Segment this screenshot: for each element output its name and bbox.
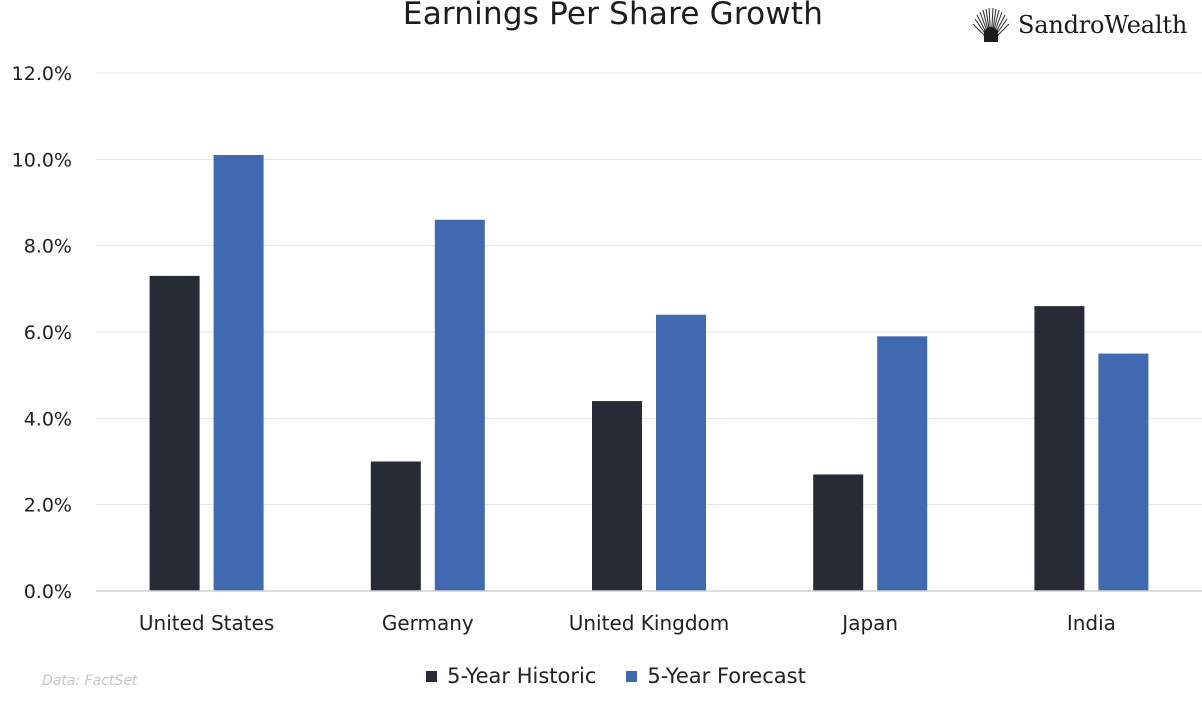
source-note: Data: FactSet	[42, 673, 138, 689]
y-tick-label: 10.0%	[12, 149, 72, 171]
y-tick-label: 12.0%	[12, 63, 72, 85]
bar-forecast: United States — 5-Year Forecast: 10.1%	[213, 155, 264, 591]
bar-forecast: Germany — 5-Year Forecast: 8.6%	[434, 219, 485, 591]
bar-forecast: United Kingdom — 5-Year Forecast: 6.4%	[656, 314, 706, 591]
bar-historic: Japan — 5-Year Historic: 2.7%	[813, 474, 864, 591]
brand-name: SandroWealth	[1018, 11, 1188, 39]
sunburst-icon	[972, 8, 1010, 42]
y-tick-label: 6.0%	[24, 322, 72, 344]
x-tick-label: United States	[139, 611, 274, 635]
chart-title: Earnings Per Share Growth	[402, 0, 824, 32]
legend-swatch-forecast	[626, 670, 638, 682]
legend-item-forecast: 5-Year Forecast	[626, 664, 806, 688]
x-tick-label: United Kingdom	[569, 611, 730, 635]
bar-historic: India — 5-Year Historic: 6.6%	[1034, 306, 1085, 591]
x-tick-label: India	[1067, 611, 1116, 635]
bar-forecast: India — 5-Year Forecast: 5.5%	[1098, 353, 1149, 591]
y-tick-label: 8.0%	[24, 236, 72, 258]
y-tick-label: 4.0%	[24, 408, 72, 430]
bar-forecast: Japan — 5-Year Forecast: 5.9%	[877, 336, 928, 591]
y-tick-label: 2.0%	[24, 495, 72, 517]
x-tick-label: Japan	[840, 611, 898, 635]
legend: 5-Year Historic 5-Year Forecast	[0, 664, 1202, 688]
legend-item-historic: 5-Year Historic	[426, 664, 596, 688]
y-tick-label: 0.0%	[24, 581, 72, 603]
brand-logo: SandroWealth	[972, 8, 1187, 42]
legend-label-forecast: 5-Year Forecast	[647, 664, 806, 688]
bar-historic: United States — 5-Year Historic: 7.3%	[149, 275, 200, 591]
legend-swatch-historic	[426, 670, 438, 682]
x-tick-label: Germany	[382, 611, 474, 635]
bar-historic: Germany — 5-Year Historic: 3%	[370, 461, 421, 591]
legend-label-historic: 5-Year Historic	[447, 664, 597, 688]
bar-historic: United Kingdom — 5-Year Historic: 4.4%	[592, 401, 642, 591]
